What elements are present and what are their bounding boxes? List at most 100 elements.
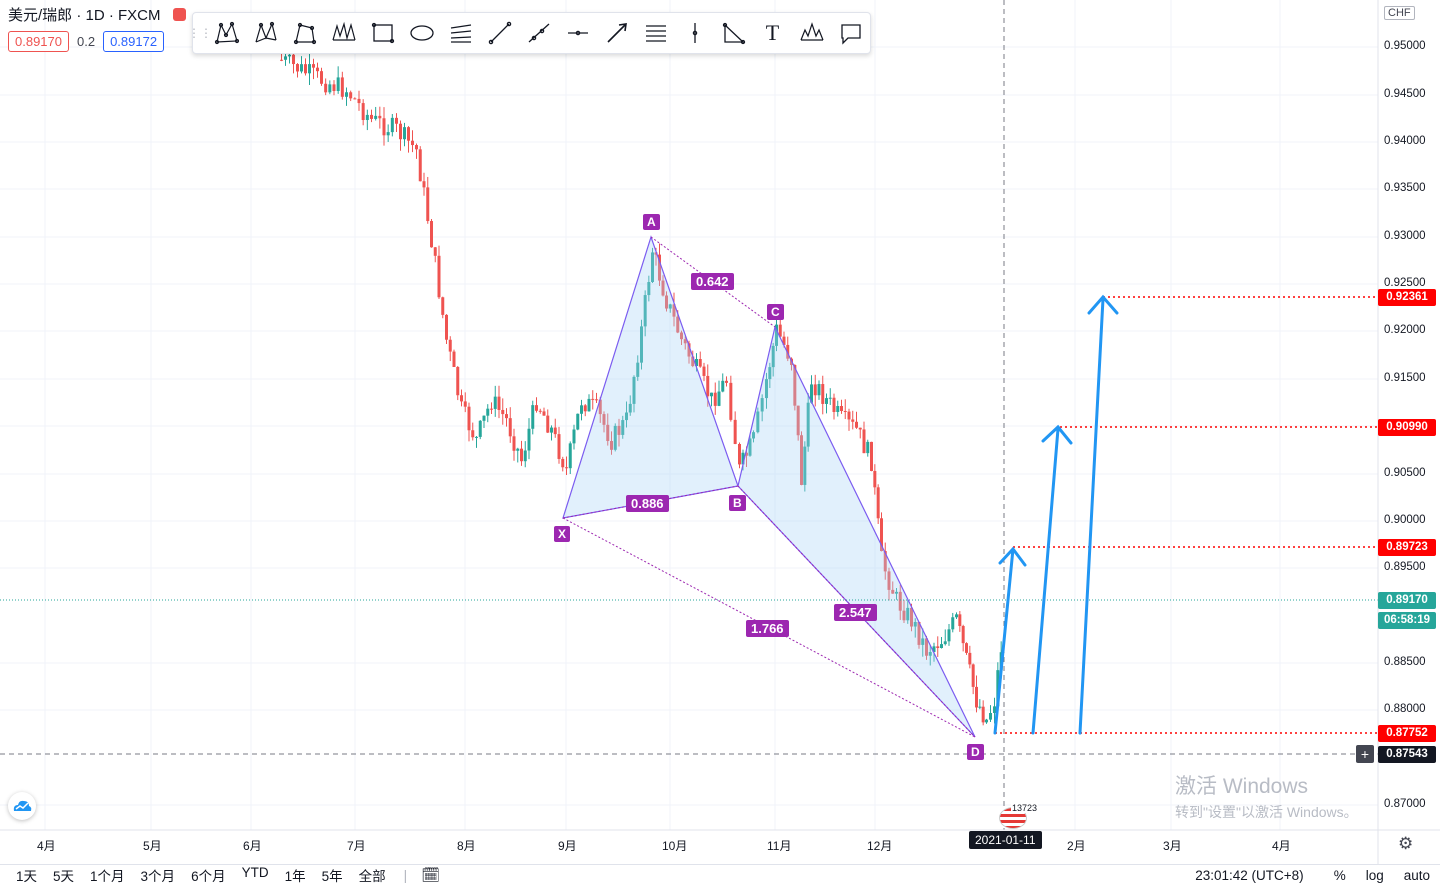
settings-gear-icon[interactable]: ⚙ xyxy=(1398,834,1414,853)
pattern-point-d[interactable]: D xyxy=(967,744,984,760)
candle-body xyxy=(771,345,775,368)
candle-body xyxy=(891,589,895,594)
candle-body xyxy=(843,410,847,412)
candle-body xyxy=(621,420,625,435)
price-axis-label: 0.88500 xyxy=(1384,656,1426,668)
candle-body xyxy=(312,64,315,68)
abcd-pattern-icon[interactable] xyxy=(285,15,324,51)
time-axis-label: 3月 xyxy=(1163,839,1182,853)
candle-body xyxy=(806,402,810,447)
candle-body xyxy=(748,438,752,456)
price-axis-label: 0.87000 xyxy=(1384,798,1426,810)
range-button[interactable]: 全部 xyxy=(358,869,386,884)
price-axis-label: 0.95000 xyxy=(1384,40,1426,52)
price-axis-label: 0.92000 xyxy=(1384,324,1426,336)
candle-body xyxy=(378,115,382,119)
range-button[interactable]: 1年 xyxy=(284,869,306,884)
candle-body xyxy=(395,117,398,124)
candle-body xyxy=(640,326,643,363)
log-scale-toggle[interactable]: log xyxy=(1365,867,1384,883)
candle-body xyxy=(921,638,925,645)
ellipse-icon[interactable] xyxy=(402,15,441,51)
time-axis-label: 2月 xyxy=(1067,839,1086,853)
arrow-3 xyxy=(1078,294,1119,735)
candle-body xyxy=(928,651,932,656)
market-status-icon xyxy=(172,8,186,21)
candle-body xyxy=(482,415,486,421)
candle-body xyxy=(288,54,291,57)
ask-price-button[interactable]: 0.89172 xyxy=(103,31,165,52)
candle-body xyxy=(713,392,717,406)
candle-body xyxy=(702,366,706,376)
trend-line-icon[interactable] xyxy=(480,15,519,51)
text-icon[interactable]: T xyxy=(765,20,780,45)
candle-body xyxy=(958,614,962,627)
horizontal-line-icon[interactable] xyxy=(558,15,597,51)
bid-price-button[interactable]: 0.89170 xyxy=(8,31,69,52)
ratio-bd-label: 2.547 xyxy=(834,604,877,621)
candle-body xyxy=(390,117,394,133)
candle-body xyxy=(752,432,755,439)
ray-icon[interactable] xyxy=(519,15,558,51)
rectangle-icon[interactable] xyxy=(363,15,402,51)
candlestick-series xyxy=(280,44,1003,726)
tradingview-logo-icon[interactable] xyxy=(8,792,36,820)
chart-canvas[interactable] xyxy=(0,0,1440,864)
fib-channel-icon[interactable] xyxy=(441,15,480,51)
pattern-point-b[interactable]: B xyxy=(729,495,746,511)
candle-body xyxy=(778,324,782,337)
target-price-tag-3: 0.89723 xyxy=(1378,539,1436,556)
range-button[interactable]: 1天 xyxy=(16,869,38,884)
percent-scale-toggle[interactable]: % xyxy=(1333,867,1346,883)
candle-body xyxy=(610,441,613,450)
xabcd-pattern-icon[interactable] xyxy=(207,15,246,51)
range-button[interactable]: 5天 xyxy=(53,869,75,884)
time-axis-label: 9月 xyxy=(558,839,577,853)
candle-body xyxy=(553,427,557,435)
candle-body xyxy=(292,54,295,65)
callout-icon[interactable] xyxy=(831,15,870,51)
go-to-date-calendar-icon[interactable]: 🗓︎ xyxy=(421,867,441,884)
candle-body xyxy=(917,621,921,645)
three-drives-icon[interactable] xyxy=(324,15,363,51)
symbol-name[interactable]: 美元/瑞郎 · 1D · FXCM xyxy=(8,7,161,24)
candle-body xyxy=(572,429,576,444)
candle-body xyxy=(680,332,683,340)
pattern-point-a[interactable]: A xyxy=(643,214,660,230)
pattern-point-c[interactable]: C xyxy=(767,304,784,320)
candle-body xyxy=(300,64,303,72)
add-alert-plus-icon[interactable]: + xyxy=(1356,745,1374,763)
time-axis-label: 11月 xyxy=(767,839,792,853)
head-shoulders-icon[interactable] xyxy=(792,15,831,51)
time-axis-label: 7月 xyxy=(347,839,366,853)
candle-body xyxy=(456,367,460,396)
range-button[interactable]: 5年 xyxy=(321,869,343,884)
toolbar-drag-handle-icon[interactable]: ⋮⋮ xyxy=(188,26,212,40)
candle-body xyxy=(832,397,836,412)
arrow-line-icon[interactable] xyxy=(597,15,636,51)
currency-button[interactable]: CHF xyxy=(1384,6,1415,20)
arrow-2 xyxy=(1031,424,1073,735)
cypher-pattern-icon[interactable] xyxy=(246,15,285,51)
clock-timezone[interactable]: 23:01:42 (UTC+8) xyxy=(1195,867,1304,883)
pattern-point-x[interactable]: X xyxy=(554,526,571,542)
projection-arrows xyxy=(993,294,1119,735)
economic-event-badge[interactable]: 13723 xyxy=(997,803,1039,829)
parallel-channel-icon[interactable] xyxy=(636,15,675,51)
range-button[interactable]: YTD xyxy=(241,865,269,880)
candle-body xyxy=(936,646,940,649)
price-axis-label: 0.90000 xyxy=(1384,514,1426,526)
arrow-1 xyxy=(993,546,1027,735)
triangle-pattern-icon[interactable] xyxy=(714,15,753,51)
range-button[interactable]: 3个月 xyxy=(140,869,176,884)
candle-body xyxy=(906,607,910,621)
range-button[interactable]: 6个月 xyxy=(191,869,226,884)
candle-body xyxy=(399,123,402,140)
candle-body xyxy=(760,398,764,412)
range-button[interactable]: 1个月 xyxy=(90,869,125,884)
candle-body xyxy=(617,425,621,435)
auto-scale-toggle[interactable]: auto xyxy=(1403,867,1430,883)
vertical-line-icon[interactable] xyxy=(675,15,714,51)
candle-body xyxy=(583,405,587,412)
candle-body xyxy=(668,304,672,309)
